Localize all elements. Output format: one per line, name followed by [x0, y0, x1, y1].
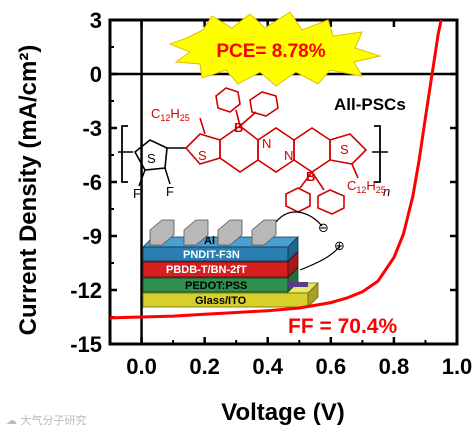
jv-curve-series [109, 19, 443, 320]
x-axis-title: Voltage (V) [221, 399, 345, 426]
device-stack: Glass/ITO PEDOT:PSS PBDB-T/BN-2fT PNDIT-… [142, 211, 345, 308]
y-tick-label: -6 [82, 170, 102, 195]
layer-label-active: PBDB-T/BN-2fT [166, 264, 247, 276]
x-ticks: 0.0 0.2 0.4 0.6 0.8 1.0 [109, 20, 473, 379]
y-tick-label: -9 [82, 224, 102, 249]
phenyl-ring-3 [285, 187, 311, 213]
anode-terminal-icon: ⊕ [334, 239, 345, 254]
polymer-structure: n S F F B N [118, 87, 390, 215]
bracket-right [374, 125, 381, 183]
phenyl-ring-1 [215, 87, 241, 113]
fluorine-label-1: F [133, 186, 141, 201]
x-tick-label: 0.0 [126, 354, 157, 379]
nitrogen-label-2: N [284, 148, 293, 163]
watermark: ☁ 大气分子研究 [6, 414, 87, 427]
layer-al [149, 219, 277, 246]
nitrogen-label-1: N [262, 136, 271, 151]
sulfur-label: S [147, 151, 156, 166]
x-tick-label: 1.0 [442, 354, 473, 379]
y-axis-title: Current Density (mA/cm²) [15, 45, 42, 336]
pce-label: PCE= 8.78% [216, 41, 325, 62]
pce-starburst [168, 11, 382, 87]
y-tick-label: 0 [90, 62, 102, 87]
layer-label-glass: Glass/ITO [195, 295, 247, 307]
bracket-left [121, 125, 128, 183]
difluorothiophene-ring [133, 139, 168, 171]
sulfur-label-left: S [198, 148, 207, 163]
y-tick-label: 3 [90, 8, 102, 33]
x-tick-label: 0.4 [252, 354, 283, 379]
x-tick-label: 0.2 [189, 354, 220, 379]
alkyl-chain-bottom: C12H25 [347, 178, 386, 195]
right-bn-ring [293, 127, 331, 173]
boron-label-1: B [234, 120, 243, 135]
phenyl-ring-2 [249, 91, 279, 117]
y-tick-label: -3 [82, 116, 102, 141]
repeat-n: n [383, 184, 390, 199]
sulfur-label-right: S [340, 142, 349, 157]
ff-label: FF = 70.4% [288, 315, 397, 338]
device-label: All-PSCs [334, 95, 406, 114]
cathode-terminal-icon: ⊖ [318, 221, 329, 236]
alkyl-chain-top: C12H25 [151, 106, 190, 123]
layer-label-pndit: PNDIT-F3N [183, 249, 240, 261]
fluorine-label-2: F [166, 184, 174, 199]
x-tick-label: 0.6 [316, 354, 347, 379]
y-tick-label: -15 [70, 332, 102, 357]
y-tick-label: -12 [70, 278, 102, 303]
layer-label-pedot: PEDOT:PSS [185, 280, 247, 292]
boron-label-2: B [306, 169, 315, 184]
x-tick-label: 0.8 [379, 354, 410, 379]
phenyl-ring-4 [317, 189, 345, 215]
right-thiophene-ring [329, 133, 368, 165]
layer-label-al: Al [204, 235, 215, 247]
